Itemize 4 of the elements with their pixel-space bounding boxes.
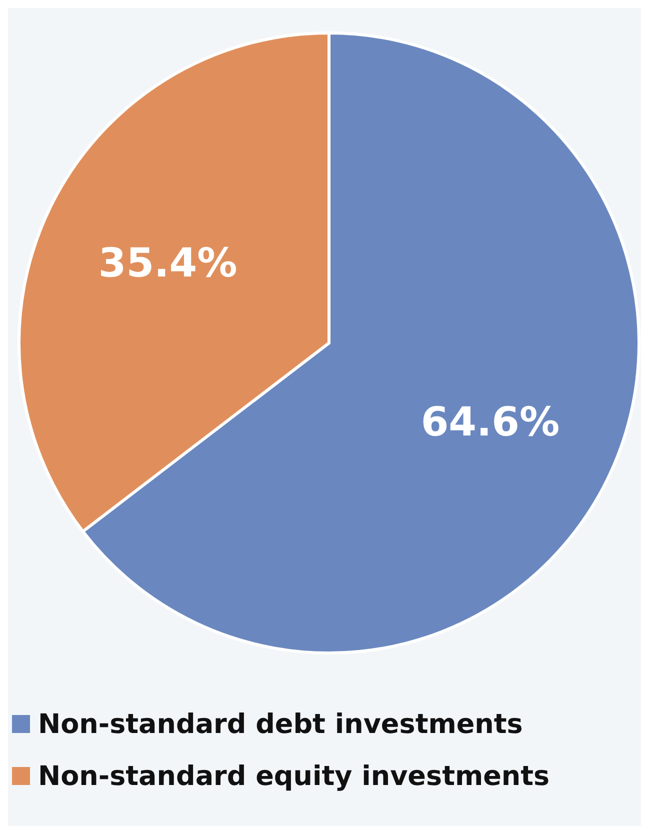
legend-label: Non-standard equity investments (38, 760, 550, 792)
legend-label: Non-standard debt investments (38, 708, 523, 740)
data-label: 35.4% (98, 240, 238, 286)
data-label: 64.6% (420, 400, 560, 446)
